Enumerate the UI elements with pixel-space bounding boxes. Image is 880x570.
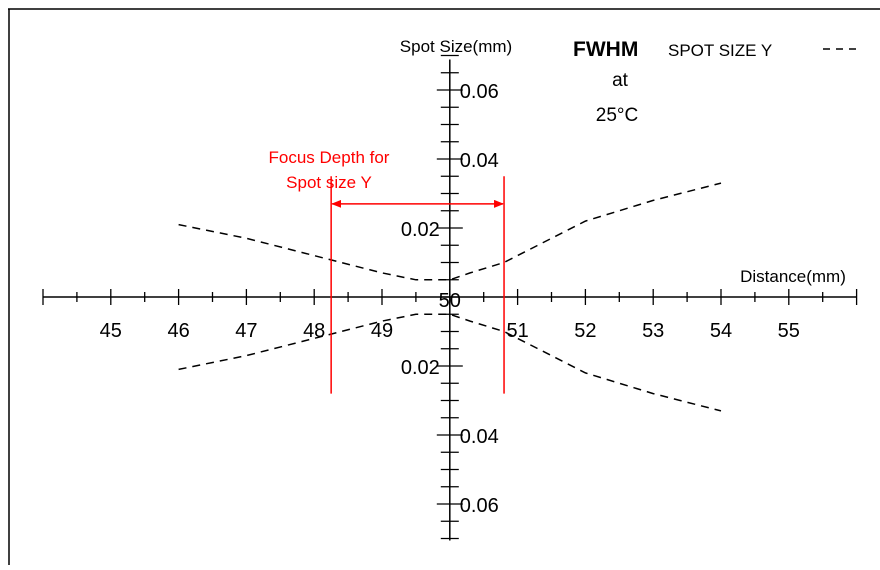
series-line-upper xyxy=(178,182,722,281)
y-tick-label: 0.02 xyxy=(401,357,440,379)
curves-group xyxy=(178,182,722,412)
annotation-text-line2: Spot size Y xyxy=(286,173,372,192)
x-tick-label: 52 xyxy=(574,320,596,342)
legend: FWHM SPOT SIZE Y at 25°C xyxy=(573,38,858,126)
y-tick-label: 0.04 xyxy=(460,150,499,172)
x-tick-label: 54 xyxy=(710,320,732,342)
legend-note-temperature: 25°C xyxy=(596,105,638,126)
y-tick-label: 0.06 xyxy=(460,81,499,103)
y-tick-label: 0.02 xyxy=(401,219,440,241)
y-tick-label: 0.04 xyxy=(460,426,499,448)
x-tick-label: 49 xyxy=(371,320,393,342)
legend-note-at: at xyxy=(612,70,629,91)
x-tick-label: 55 xyxy=(778,320,800,342)
x-tick-label: 46 xyxy=(167,320,189,342)
x-tick-label: 51 xyxy=(506,320,528,342)
series-line-lower xyxy=(178,313,722,412)
x-tick-label: 47 xyxy=(235,320,257,342)
x-tick-label: 53 xyxy=(642,320,664,342)
legend-series-label: SPOT SIZE Y xyxy=(668,41,772,60)
legend-bold-label: FWHM xyxy=(573,38,638,61)
annotation-text-line1: Focus Depth for xyxy=(269,148,390,167)
x-tick-label: 45 xyxy=(100,320,122,342)
y-tick-label: 0.06 xyxy=(460,495,499,517)
focus-depth-annotation xyxy=(330,176,505,394)
x-axis-label: Distance(mm) xyxy=(740,267,846,286)
y-axis-label: Spot Size(mm) xyxy=(400,37,512,56)
x-tick-label: 48 xyxy=(303,320,325,342)
